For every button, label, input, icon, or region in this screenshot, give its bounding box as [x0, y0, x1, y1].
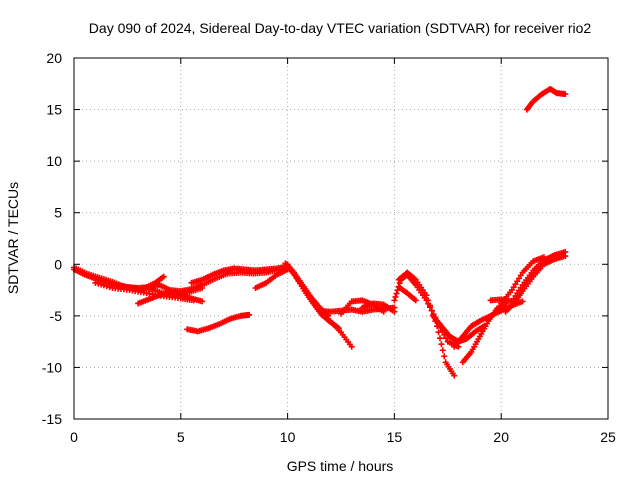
y-tick-label: 20 [46, 50, 62, 66]
series-arc-17 [395, 269, 458, 379]
series-arc-25 [523, 85, 569, 113]
y-tick-label: -10 [42, 359, 62, 375]
x-tick-label: 10 [280, 429, 296, 445]
x-tick-label: 15 [387, 429, 403, 445]
series-arc-23 [502, 253, 569, 315]
data-point [348, 343, 355, 350]
data-point [393, 290, 400, 297]
y-tick-label: -5 [50, 308, 63, 324]
data-point [425, 297, 432, 304]
series-arc-5 [124, 273, 167, 293]
data-point [435, 329, 442, 336]
data-point [95, 280, 102, 287]
data-point [423, 292, 430, 299]
data-point [100, 282, 107, 289]
data-point [160, 273, 167, 280]
x-tick-label: 0 [70, 429, 78, 445]
data-point [562, 253, 569, 260]
data-point [443, 335, 450, 342]
y-axis-label: SDTVAR / TECUs [5, 182, 21, 294]
data-point [391, 308, 398, 315]
y-tick-label: 5 [54, 205, 62, 221]
series-arc-9 [184, 311, 253, 335]
data-point [439, 347, 446, 354]
data-point [199, 298, 206, 305]
x-axis-label: GPS time / hours [287, 458, 394, 474]
data-point [392, 293, 399, 300]
chart-title: Day 090 of 2024, Sidereal Day-to-day VTE… [89, 20, 592, 36]
x-tick-label: 5 [177, 429, 185, 445]
plot-frame [73, 57, 609, 420]
data-point [451, 372, 458, 379]
x-tick-label: 25 [600, 429, 616, 445]
data-point [92, 279, 99, 286]
data-point [427, 302, 433, 309]
series-arc-15 [359, 300, 398, 315]
data-point [380, 308, 387, 315]
data-point [428, 307, 435, 314]
series-arc-8 [252, 266, 291, 292]
x-tick-label: 20 [493, 429, 509, 445]
data-point [519, 298, 526, 305]
y-tick-label: 0 [54, 256, 62, 272]
data-point [562, 91, 569, 98]
data-point [540, 254, 547, 261]
series-arc-21 [459, 300, 509, 366]
data-point [412, 297, 419, 304]
data-point [436, 335, 443, 342]
y-tick-label: 10 [46, 153, 62, 169]
data-point [441, 353, 448, 360]
data-point [98, 281, 105, 288]
series-arc-19 [429, 312, 488, 345]
data-points [71, 85, 569, 379]
y-tick-label: -15 [42, 411, 62, 427]
data-point [106, 284, 113, 291]
data-point [246, 311, 253, 318]
data-point [438, 341, 445, 348]
y-tick-label: 15 [46, 102, 62, 118]
series-arc-18 [395, 283, 419, 304]
series-arc-4 [135, 290, 206, 307]
grid-lines [74, 58, 608, 419]
series-arc-24 [498, 254, 547, 307]
data-point [391, 297, 398, 304]
data-point [103, 283, 110, 290]
axis-ticks: 0 5 10 15 20 25 -15 -10 -5 0 5 10 15 20 [42, 50, 616, 445]
